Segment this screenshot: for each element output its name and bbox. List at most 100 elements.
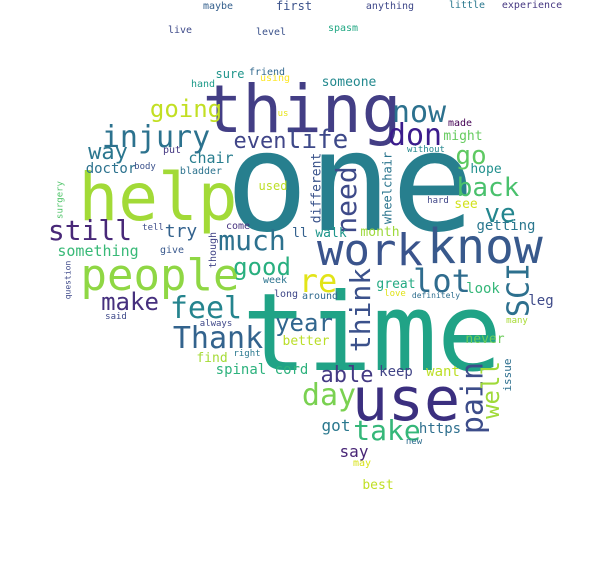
word-someone: someone xyxy=(322,75,377,90)
word-lot: lot xyxy=(413,262,471,300)
word-maybe: maybe xyxy=(203,1,233,12)
word-long: long xyxy=(274,289,298,300)
word-may: may xyxy=(353,458,371,469)
word-use: use xyxy=(352,365,460,435)
word-try: try xyxy=(165,221,198,242)
word-said: said xyxy=(105,312,127,322)
word-still: still xyxy=(48,214,132,247)
word-never: never xyxy=(465,332,504,347)
word-make: make xyxy=(101,288,159,316)
word-leg: leg xyxy=(528,293,553,309)
word-best: best xyxy=(362,478,393,493)
word-good: good xyxy=(233,253,291,281)
word-sure: sure xyxy=(216,67,245,81)
word-https: https xyxy=(419,421,461,437)
word-new: new xyxy=(406,437,423,447)
word-us: us xyxy=(278,109,289,119)
word-one: one xyxy=(225,102,474,263)
word-hand: hand xyxy=(191,79,215,90)
word-say: say xyxy=(340,442,369,461)
word-friend: friend xyxy=(249,67,285,78)
word-thank: Thank xyxy=(173,321,263,356)
word-wheelchair: wheelchair xyxy=(381,152,395,224)
word-bladder: bladder xyxy=(180,166,222,177)
word-time: time xyxy=(242,271,502,396)
word-come: come xyxy=(226,221,250,232)
word-question: question xyxy=(64,261,73,300)
word-experience: experience xyxy=(502,0,562,11)
word-life: life xyxy=(286,125,349,155)
word-now: now xyxy=(392,95,447,130)
word-people: people xyxy=(81,250,240,301)
word-chair: chair xyxy=(188,149,233,167)
word-might: might xyxy=(443,129,482,144)
word-hard: hard xyxy=(427,196,449,206)
word-re: re xyxy=(299,262,338,300)
word-keep: keep xyxy=(379,364,413,380)
word-though: though xyxy=(208,232,219,268)
word-level: level xyxy=(256,27,286,38)
word-back: back xyxy=(457,173,520,203)
word-first: first xyxy=(276,0,312,13)
word-thing: thing xyxy=(203,71,402,148)
word-know: know xyxy=(427,219,543,275)
word-look: look xyxy=(466,281,500,297)
word-surgery: surgery xyxy=(56,180,66,219)
word-great: great xyxy=(376,277,415,292)
word-spasm: spasm xyxy=(328,23,358,34)
word-always: always xyxy=(200,319,233,329)
word-tell: tell xyxy=(142,223,164,233)
word-need: need xyxy=(330,166,363,233)
word-made: made xyxy=(448,118,472,129)
word-using: using xyxy=(260,73,290,84)
word-way: way xyxy=(88,140,128,165)
word-year: year xyxy=(275,309,333,337)
word-put: put xyxy=(163,145,181,156)
word-work: work xyxy=(317,225,423,276)
word-walk: walk xyxy=(315,226,346,241)
word-love: love xyxy=(384,289,406,299)
word-different: different xyxy=(310,153,325,223)
word-used: used xyxy=(259,179,288,193)
word-find: find xyxy=(196,351,227,366)
word-go: go xyxy=(455,141,486,171)
word-many: many xyxy=(506,316,528,326)
word-week: week xyxy=(263,275,287,286)
word-well: well xyxy=(477,361,505,419)
word-anything: anything xyxy=(366,1,414,12)
word-want: want xyxy=(426,364,460,380)
word-pain: pain xyxy=(456,362,491,434)
word-help: help xyxy=(79,159,238,236)
word-without: without xyxy=(407,145,445,155)
word-better: better xyxy=(283,334,330,349)
word-body: body xyxy=(134,162,156,172)
word-able: able xyxy=(321,363,374,388)
word-give: give xyxy=(160,245,184,256)
word-around: around xyxy=(302,291,338,302)
word-right: right xyxy=(233,349,260,359)
word-see: see xyxy=(454,197,478,212)
word-month: month xyxy=(360,225,399,240)
word-getting: getting xyxy=(476,218,535,234)
word-think: think xyxy=(344,268,377,352)
word-ve: ve xyxy=(484,199,515,229)
word-definitely: definitely xyxy=(412,291,460,300)
word-going: going xyxy=(150,95,222,123)
word-sci: SCI xyxy=(502,263,537,317)
word-ll: ll xyxy=(292,226,308,241)
word-little: little xyxy=(449,0,485,11)
word-don: don xyxy=(388,118,442,153)
word-doctor: doctor xyxy=(86,161,137,177)
word-feel: feel xyxy=(170,291,242,326)
word-something: something xyxy=(57,242,138,260)
word-day: day xyxy=(302,378,356,413)
word-issue: issue xyxy=(501,358,514,391)
word-spinal-cord: spinal cord xyxy=(216,362,309,378)
word-injury: injury xyxy=(102,120,210,155)
word-got: got xyxy=(322,416,351,435)
word-much: much xyxy=(218,224,285,257)
word-live: live xyxy=(168,25,192,36)
word-take: take xyxy=(353,414,420,447)
word-even: even xyxy=(234,129,287,154)
